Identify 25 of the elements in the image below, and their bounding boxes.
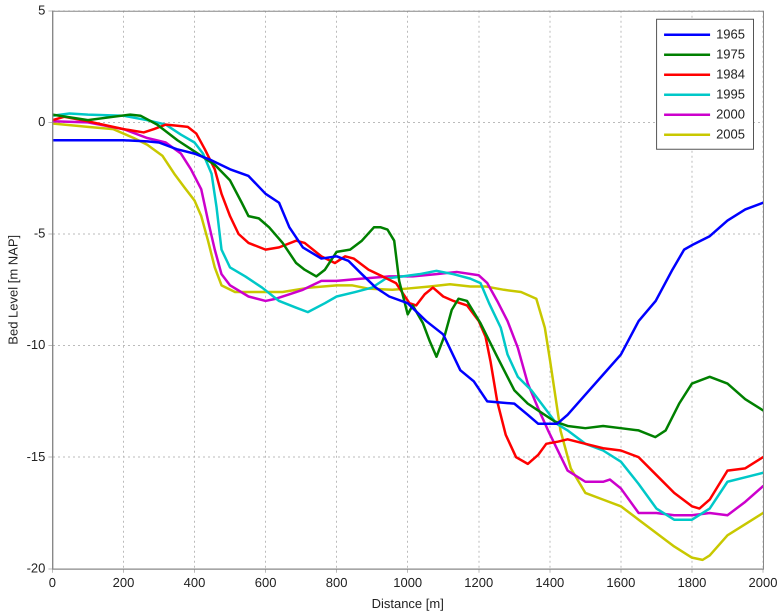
x-tick-label: 2000 (748, 575, 778, 590)
y-tick-label: -10 (26, 337, 46, 352)
legend-label: 2005 (716, 126, 745, 142)
y-tick-label: 5 (38, 2, 46, 18)
x-tick-label: 1800 (677, 575, 706, 590)
legend-label: 1965 (716, 26, 745, 42)
y-tick-label: -20 (26, 560, 46, 576)
x-tick-label: 1000 (393, 575, 422, 590)
legend-label: 2000 (716, 106, 745, 122)
x-tick-label: 800 (326, 575, 348, 590)
y-tick-label: -15 (26, 448, 46, 464)
legend-label: 1995 (716, 86, 745, 102)
x-axis-title: Distance [m] (372, 596, 444, 611)
x-tick-label: 1200 (464, 575, 494, 590)
x-tick-label: 1400 (535, 575, 564, 590)
legend-label: 1984 (716, 66, 745, 82)
x-tick-label: 600 (254, 575, 276, 590)
x-tick-label: 1600 (606, 575, 636, 590)
x-tick-label: 0 (48, 575, 56, 590)
x-tick-label: 200 (112, 575, 134, 590)
y-tick-label: -5 (34, 226, 46, 241)
y-tick-label: 0 (38, 114, 46, 129)
x-tick-label: 400 (184, 575, 206, 590)
y-axis-title: Bed Level [m NAP] (5, 234, 20, 345)
legend-label: 1975 (716, 46, 745, 62)
